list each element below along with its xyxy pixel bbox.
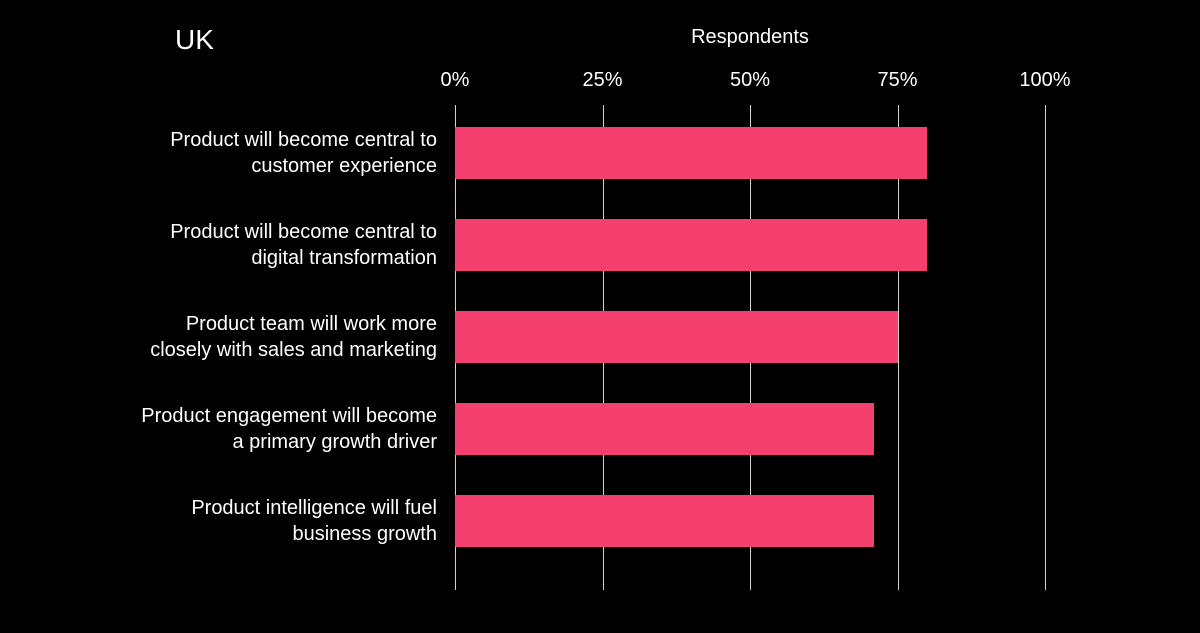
x-tick-label: 75% — [877, 69, 917, 92]
x-axis-title: Respondents — [650, 26, 850, 49]
x-tick-label: 100% — [1019, 69, 1070, 92]
bar-row — [455, 127, 1045, 179]
bar — [455, 219, 927, 271]
bar — [455, 403, 874, 455]
bar-label: Product will become central to customer … — [137, 127, 437, 179]
bar-label: Product intelligence will fuel business … — [137, 495, 437, 547]
bar — [455, 127, 927, 179]
bar-chart: UK Respondents 0% 25% 50% 75% 100% Product wi… — [0, 0, 1200, 633]
gridline — [1045, 105, 1046, 590]
bar — [455, 311, 898, 363]
bar-row — [455, 219, 1045, 271]
bar — [455, 495, 874, 547]
bar-row — [455, 495, 1045, 547]
x-tick-label: 50% — [730, 69, 770, 92]
bar-row — [455, 311, 1045, 363]
x-tick-label: 0% — [441, 69, 470, 92]
bar-label: Product engagement will become a primary… — [137, 403, 437, 455]
chart-title: UK — [175, 24, 214, 56]
bar-label: Product will become central to digital t… — [137, 219, 437, 271]
bar-row — [455, 403, 1045, 455]
x-tick-label: 25% — [582, 69, 622, 92]
bar-label: Product team will work more closely with… — [137, 311, 437, 363]
plot-area — [455, 105, 1045, 590]
